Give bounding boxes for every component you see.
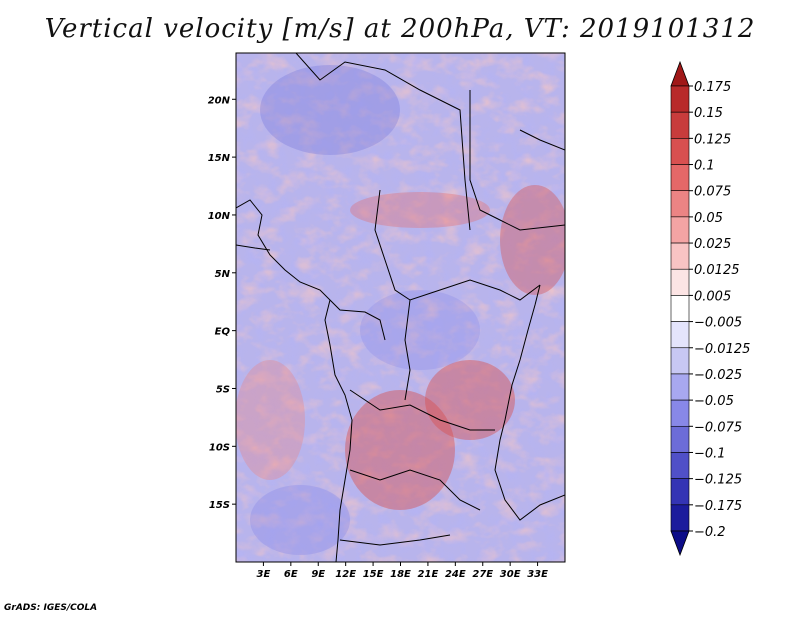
ne-border — [519, 129, 565, 151]
colorbar-segment — [670, 164, 690, 192]
x-tick-label: 15E — [363, 569, 384, 580]
west-coastline — [236, 199, 353, 562]
x-tick-label: 33E — [527, 569, 548, 580]
colorbar-segment — [670, 504, 690, 532]
x-tick-label: 12E — [335, 569, 356, 580]
x-tick-label: 18E — [390, 569, 411, 580]
colorbar-label: −0.125 — [694, 473, 742, 488]
y-tick-label: 20N — [208, 95, 231, 106]
country-borders — [236, 53, 565, 562]
colorbar-label: −0.175 — [694, 499, 742, 514]
colorbar-label: 0.15 — [694, 106, 723, 121]
colorbar-label: 0.0125 — [694, 263, 740, 278]
colorbar-label: 0.05 — [694, 211, 723, 226]
drc-south-border — [349, 389, 495, 431]
x-tick-label: 24E — [445, 569, 466, 580]
x-tick-label: 21E — [418, 569, 439, 580]
y-axis-ticks: 20N 15N 10N 5N EQ 5S 10S 15S — [208, 95, 236, 511]
colorbar-segment — [670, 268, 690, 296]
colorbar-label: −0.2 — [694, 525, 726, 540]
colorbar-label: 0.175 — [694, 80, 731, 95]
colorbar-segment — [670, 399, 690, 427]
car-border — [374, 189, 541, 301]
colorbar-label: 0.025 — [694, 237, 731, 252]
colorbar-segment — [670, 190, 690, 218]
nigeria-coast — [236, 244, 271, 251]
colorbar-label: −0.075 — [694, 420, 742, 435]
colorbar-segment — [670, 478, 690, 506]
gabon-border — [329, 299, 386, 341]
congo-drc-border — [404, 299, 411, 401]
y-tick-label: EQ — [215, 327, 231, 338]
colorbar-segment — [670, 216, 690, 244]
colorbar-label: 0.125 — [694, 132, 731, 147]
x-tick-label: 6E — [284, 569, 298, 580]
sudan-border — [469, 90, 565, 231]
colorbar-segment — [670, 295, 690, 322]
x-tick-label: 30E — [500, 569, 521, 580]
angola-zambia-border — [349, 469, 481, 511]
colorbar-label: 0.075 — [694, 185, 731, 200]
colorbar-segment — [670, 347, 690, 375]
east-lakes-border — [494, 284, 565, 521]
colorbar-segment — [670, 321, 690, 349]
colorbar-label: −0.005 — [694, 316, 742, 331]
colorbar-segment — [670, 138, 690, 165]
y-tick-label: 10S — [209, 442, 230, 453]
y-tick-label: 5S — [216, 384, 230, 395]
colorbar-segment — [670, 85, 690, 113]
y-tick-label: 10N — [208, 211, 231, 222]
namibia-border — [339, 534, 451, 546]
x-tick-label: 3E — [257, 569, 271, 580]
x-tick-label: 9E — [311, 569, 325, 580]
colorbar-segment — [670, 452, 690, 479]
colorbar-segment — [670, 373, 690, 401]
colorbar-segment — [670, 111, 690, 139]
x-tick-label: 27E — [472, 569, 493, 580]
colorbar-label: −0.0125 — [694, 342, 750, 357]
x-axis-ticks: 3E 6E 9E 12E 15E 18E 21E 24E 27E 30E 33E — [257, 562, 548, 580]
colorbar-label: −0.05 — [694, 394, 734, 409]
y-tick-label: 15N — [208, 153, 231, 164]
y-tick-label: 5N — [215, 269, 231, 280]
chart-title: Vertical velocity [m/s] at 200hPa, VT: 2… — [44, 14, 756, 44]
colorbar-segment — [670, 425, 690, 453]
colorbar-bottom-arrow — [670, 530, 690, 557]
colorbar-label: −0.025 — [694, 368, 742, 383]
credit-label: GrADS: IGES/COLA — [4, 603, 98, 613]
colorbar-label: −0.1 — [694, 446, 726, 461]
colorbar-label: 0.005 — [694, 289, 731, 304]
chad-niger-border — [295, 53, 471, 231]
colorbar-segment — [670, 242, 690, 270]
vertical-velocity-field — [236, 53, 565, 562]
colorbar: 0.175 0.15 0.125 0.1 0.075 0.05 0.025 0.0125 0.0… — [670, 60, 750, 557]
y-tick-label: 15S — [209, 500, 230, 511]
colorbar-top-arrow — [670, 60, 690, 87]
colorbar-label: 0.1 — [694, 159, 715, 174]
